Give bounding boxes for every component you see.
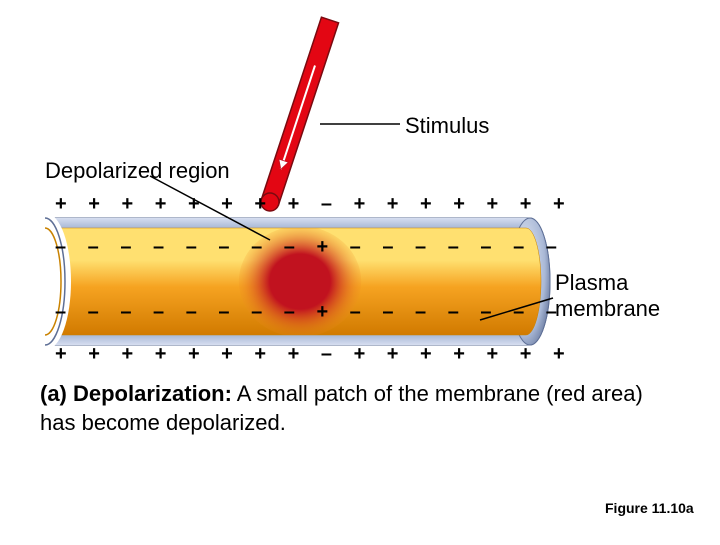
label-plasma-membrane: Plasmamembrane	[555, 270, 660, 322]
svg-text:+ + + + + + + + – + + + + + +: + + + + + + + + – + + + + + + +	[55, 193, 573, 215]
caption-prefix: (a) Depolarization:	[40, 381, 232, 406]
svg-text:– – – – – – – – + – – – – – –: – – – – – – – – + – – – – – – –	[55, 301, 565, 323]
label-stimulus: Stimulus	[405, 113, 489, 139]
label-depolarized-region: Depolarized region	[45, 158, 230, 184]
svg-text:+ + + + + + + + – + + + + + +: + + + + + + + + – + + + + + + +	[55, 343, 573, 365]
svg-text:– – – – – – – – + – – – – – –: – – – – – – – – + – – – – – – –	[55, 236, 565, 258]
caption-text: (a) Depolarization: A small patch of the…	[40, 380, 680, 437]
diagram-container: + + + + + + + + – + + + + + + + – – – – –…	[0, 0, 720, 540]
figure-reference: Figure 11.10a	[605, 500, 694, 516]
